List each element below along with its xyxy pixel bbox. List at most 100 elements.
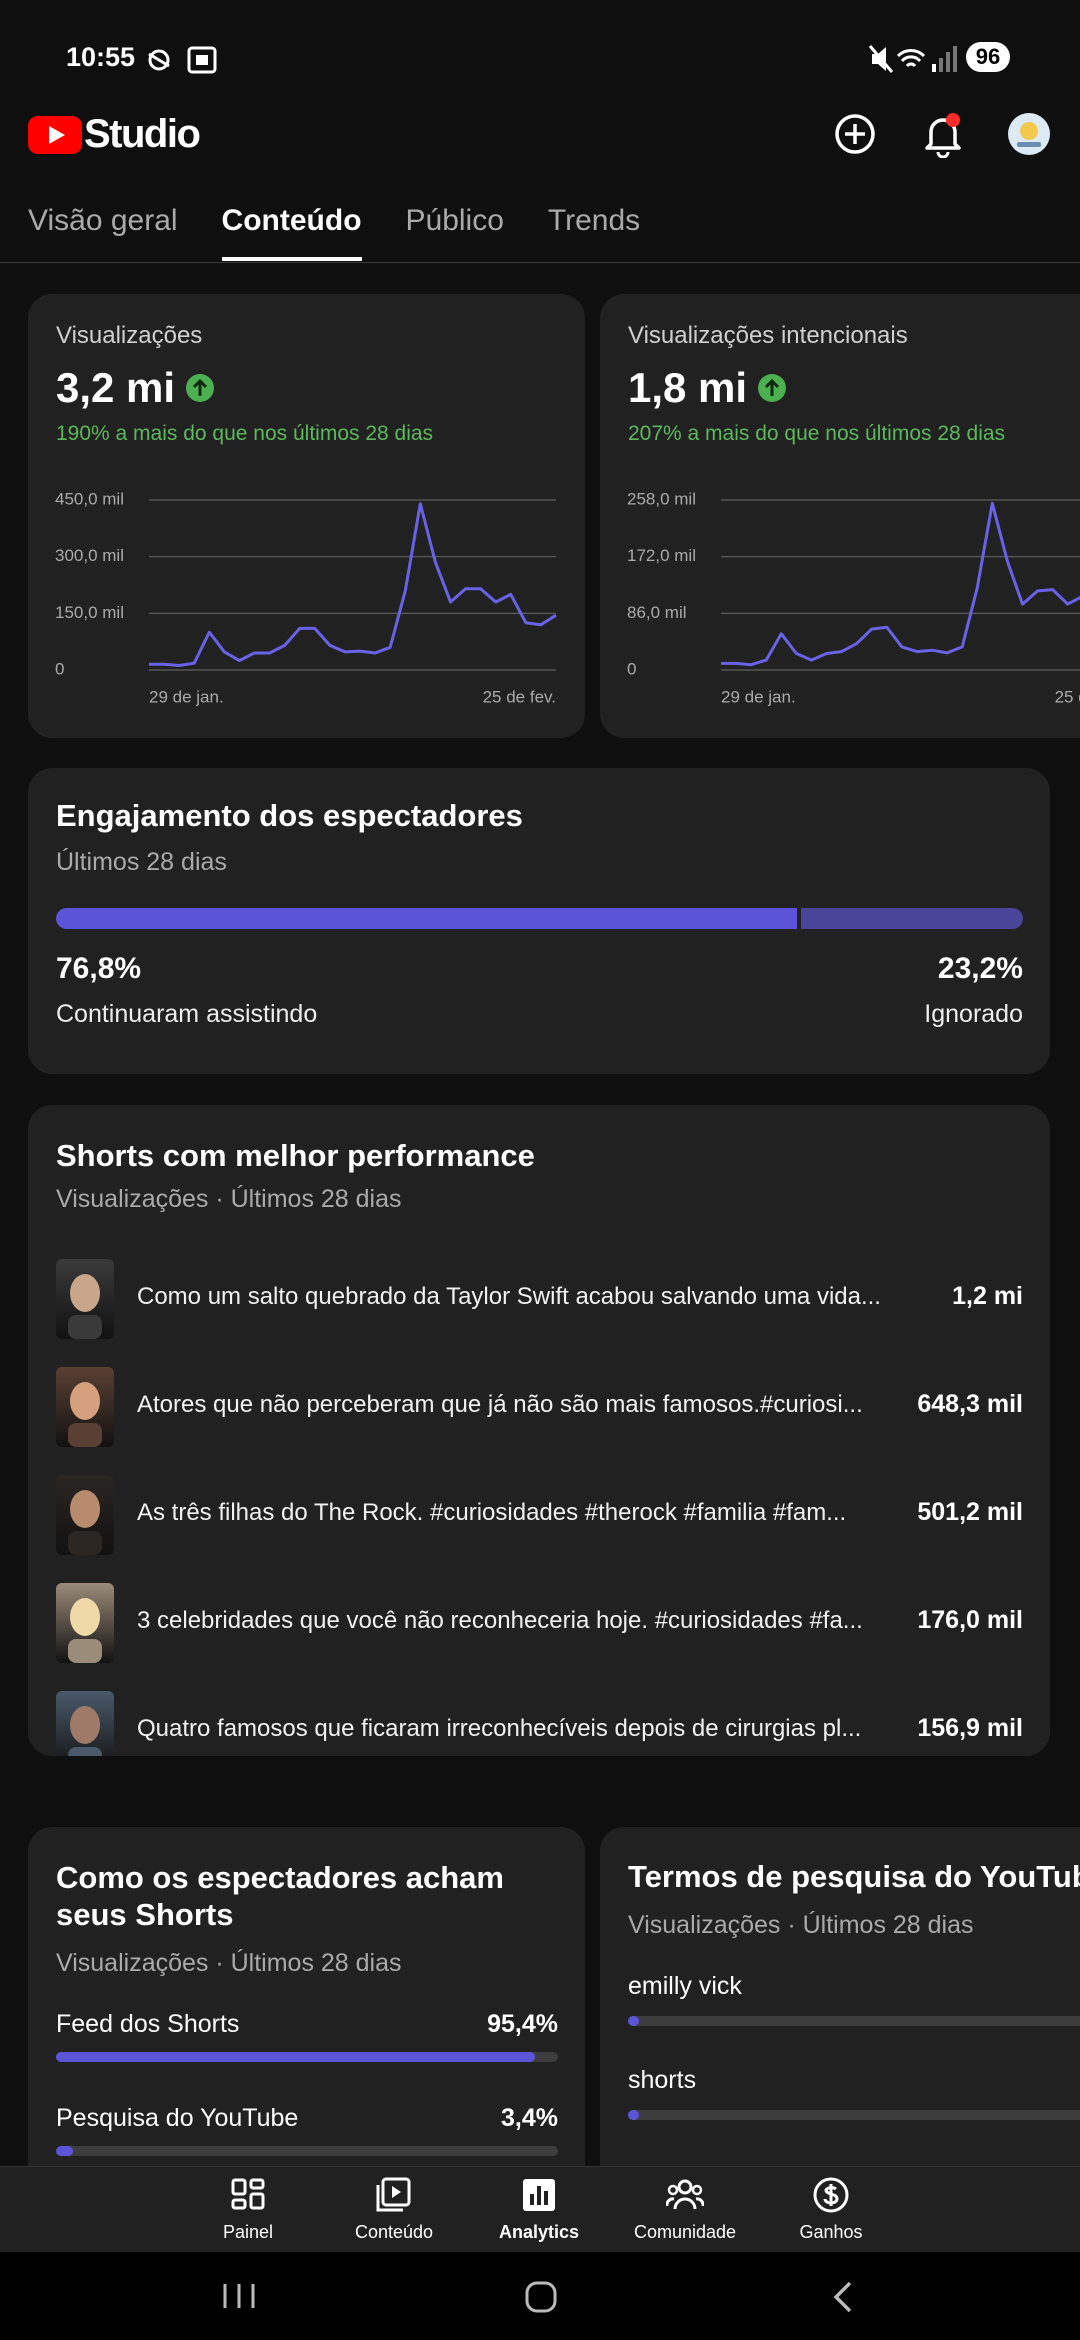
- short-views: 501,2 mil: [917, 1498, 1023, 1526]
- card-subtitle: Visualizações · Últimos 28 dias: [628, 1911, 974, 1939]
- icon-part: [1017, 142, 1041, 147]
- recent-apps-button[interactable]: [221, 2282, 257, 2310]
- icon-part: [381, 2177, 411, 2207]
- tab-bar: Visão geral Conteúdo Público Trends: [28, 203, 640, 261]
- icon-part: [187, 46, 217, 74]
- short-row[interactable]: Quatro famosos que ficaram irreconhecíve…: [28, 1691, 1050, 1756]
- system-nav: [0, 2252, 1080, 2340]
- short-thumbnail: [56, 1367, 114, 1447]
- account-avatar[interactable]: [1007, 112, 1051, 156]
- status-icons-right: [868, 45, 957, 73]
- data-line: [149, 502, 557, 667]
- tab[interactable]: Trends: [547, 204, 641, 237]
- icon-part: [833, 2281, 852, 2313]
- short-thumbnail: [56, 1583, 114, 1663]
- search-term: shorts: [628, 2066, 697, 2094]
- engagement-bar-segment: [800, 908, 1023, 929]
- short-views: 156,9 mil: [917, 1714, 1023, 1742]
- total-value: 3,2 mi: [56, 364, 176, 411]
- icon-part: [231, 2178, 247, 2196]
- icon-part: [68, 1531, 102, 1555]
- icon-part: [49, 126, 65, 144]
- short-row[interactable]: As três filhas do The Rock. #curiosidade…: [28, 1475, 1050, 1555]
- source-bar: [56, 2146, 74, 2156]
- tab[interactable]: Conteúdo: [221, 203, 362, 261]
- card-subtitle: Últimos 28 dias: [56, 848, 227, 876]
- icon-part: [868, 45, 894, 73]
- icon-part: [932, 64, 936, 72]
- change-text: 207% a mais do que nos últimos 28 dias: [628, 422, 1006, 445]
- home-button[interactable]: [524, 2280, 558, 2314]
- y-tick-label: 450,0 mil: [55, 489, 124, 508]
- card-title: Engajamento dos espectadores: [56, 798, 523, 833]
- short-row[interactable]: 3 celebridades que você não reconheceria…: [28, 1583, 1050, 1663]
- x-tick-label: 29 de jan.: [149, 687, 224, 706]
- short-title: As três filhas do The Rock. #curiosidade…: [137, 1499, 847, 1526]
- notifications-button[interactable]: [921, 110, 965, 158]
- segment-value: 23,2%: [937, 952, 1023, 985]
- icon-part: [872, 47, 886, 71]
- short-views: 176,0 mil: [917, 1606, 1023, 1634]
- nav-item[interactable]: Painel: [178, 2167, 318, 2253]
- tab[interactable]: Visão geral: [28, 204, 178, 237]
- card-title: Como os espectadores acham seus Shorts: [56, 1860, 504, 1932]
- overview-card: Visualizações 3,2 mi 190% a mais do que no…: [28, 294, 585, 738]
- nav-label: Ganhos: [799, 2222, 863, 2242]
- nav-item[interactable]: Comunidade: [615, 2167, 755, 2253]
- battery-level: 96: [966, 42, 1010, 72]
- short-views: 648,3 mil: [917, 1390, 1023, 1418]
- icon-part: [1020, 122, 1038, 140]
- icon-part: [223, 2284, 255, 2308]
- nav-icon: [666, 2179, 704, 2210]
- icon-part: [936, 151, 950, 158]
- icon-part: [946, 113, 960, 127]
- source-value: 3,4%: [501, 2104, 558, 2132]
- icon-part: [392, 2186, 401, 2198]
- icon-part: [946, 52, 950, 72]
- nav-item[interactable]: Analytics: [469, 2167, 609, 2253]
- top-shorts-card: Shorts com melhor performance Visualizaçõ…: [28, 1105, 1050, 1756]
- y-tick-label: 0: [55, 659, 64, 678]
- short-title: Como um salto quebrado da Taylor Swift a…: [137, 1283, 881, 1310]
- icon-part: [68, 1639, 102, 1663]
- tab[interactable]: Público: [405, 204, 504, 237]
- short-row[interactable]: Atores que não perceberam que já não são…: [28, 1367, 1050, 1447]
- icon-part: [68, 1315, 102, 1339]
- icon-part: [896, 49, 926, 68]
- icon-part: [70, 1274, 100, 1312]
- y-tick-label: 0: [627, 659, 636, 678]
- nav-icon: [376, 2177, 411, 2212]
- y-tick-label: 300,0 mil: [55, 546, 124, 565]
- icon-part: [813, 2177, 849, 2213]
- x-tick-label: 29 de jan.: [721, 687, 796, 706]
- nav-label: Comunidade: [633, 2222, 737, 2242]
- short-row[interactable]: Como um salto quebrado da Taylor Swift a…: [28, 1259, 1050, 1339]
- icon-part: [765, 378, 780, 396]
- x-tick-label: 25 de fev.: [1055, 687, 1080, 706]
- short-title: 3 celebridades que você não reconheceria…: [137, 1607, 863, 1634]
- icon-part: [530, 2194, 534, 2205]
- nav-item[interactable]: Conteúdo: [324, 2167, 464, 2253]
- icon-part: [70, 1598, 100, 1636]
- card-title: Shorts com melhor performance: [56, 1138, 535, 1173]
- create-button[interactable]: [833, 112, 877, 156]
- y-tick-label: 150,0 mil: [55, 603, 124, 622]
- icon-part: [525, 2281, 557, 2313]
- icon-part: [667, 2184, 679, 2196]
- nav-item[interactable]: Ganhos: [761, 2167, 901, 2253]
- icon-part: [823, 2184, 839, 2206]
- short-views: 1,2 mi: [952, 1282, 1023, 1310]
- overview-card: Visualizações intencionais 1,8 mi 207% a m…: [600, 294, 1080, 738]
- y-tick-label: 86,0 mil: [627, 603, 687, 622]
- youtube-logo: [28, 116, 82, 154]
- icon-part: [845, 124, 865, 144]
- segment-value: 76,8%: [56, 952, 142, 985]
- icon-part: [68, 1423, 102, 1447]
- nav-icon: [813, 2177, 849, 2213]
- nav-icon: [523, 2179, 555, 2211]
- data-line: [721, 501, 1080, 667]
- card-title: Termos de pesquisa do YouTube: [628, 1859, 1080, 1894]
- back-button[interactable]: [830, 2280, 856, 2314]
- status-time: 10:55: [66, 42, 136, 72]
